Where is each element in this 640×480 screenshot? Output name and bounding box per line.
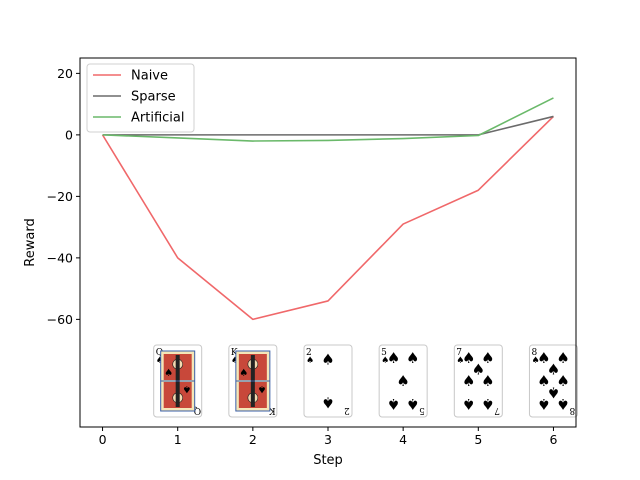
y-tick-label: 0 xyxy=(65,127,73,142)
card-pip: ♠ xyxy=(556,395,569,413)
card-pip: ♠ xyxy=(547,360,560,378)
card-pip: ♠ xyxy=(556,349,569,367)
card-rank: K xyxy=(231,348,238,358)
card-face xyxy=(303,344,353,418)
card-suit: ♠ xyxy=(156,356,164,366)
card-rank: 8 xyxy=(531,348,537,358)
card-pip: ♠ xyxy=(321,350,334,368)
card-face xyxy=(528,344,578,418)
playing-card: 7♠7♠ ♠♠♠ ♠♠ ♠ xyxy=(453,344,503,418)
card-pip: ♠ xyxy=(481,395,494,413)
plot-area: Q♠Q♠♠K♠K♠♠2♠2♠♠5♠5♠ ♠♠♠ ♠7♠7♠ ♠♠♠ ♠♠ ♠8♠8♠ ♠♠♠… xyxy=(47,57,578,447)
y-tick-label: −60 xyxy=(47,312,73,327)
y-axis-label: Reward xyxy=(23,218,38,266)
card-face xyxy=(453,344,503,418)
playing-card: 5♠5♠ ♠♠♠ ♠ xyxy=(378,344,428,418)
card-pip: ♠ xyxy=(462,372,475,390)
card-images: Q♠Q♠♠K♠K♠♠2♠2♠♠5♠5♠ ♠♠♠ ♠7♠7♠ ♠♠♠ ♠♠ ♠8♠8♠ ♠♠♠… xyxy=(153,344,578,418)
y-tick-label: 20 xyxy=(57,66,73,81)
legend-label: Artificial xyxy=(131,111,184,126)
card-pip: ♠ xyxy=(396,372,409,390)
legend-label: Naive xyxy=(131,69,168,84)
playing-card: 8♠8♠ ♠♠♠ ♠♠♠ ♠ xyxy=(528,344,578,418)
x-tick-label: 1 xyxy=(174,432,182,447)
card-pip: ♠ xyxy=(182,383,191,394)
card-rank: 2 xyxy=(306,348,312,358)
card-rank: 8 xyxy=(569,405,575,415)
y-tick-label: −40 xyxy=(47,250,73,265)
card-pip: ♠ xyxy=(462,395,475,413)
x-tick-label: 2 xyxy=(249,432,257,447)
y-tick-label: −20 xyxy=(47,189,73,204)
card-suit: ♠ xyxy=(231,356,239,366)
card-rank: 2 xyxy=(344,405,350,415)
playing-card: 2♠2♠♠ xyxy=(303,344,353,418)
card-suit: ♠ xyxy=(456,356,464,366)
card-rank: 7 xyxy=(456,348,462,358)
x-axis-label: Step xyxy=(313,453,343,468)
card-pip: ♠ xyxy=(387,395,400,413)
card-pip: ♠ xyxy=(481,349,494,367)
series-line-naive xyxy=(101,115,555,321)
card-pip: ♠ xyxy=(537,349,550,367)
card-pip: ♠ xyxy=(257,383,266,394)
playing-card: K♠K♠♠ xyxy=(228,344,278,418)
card-rank: 7 xyxy=(494,405,500,415)
card-pip: ♠ xyxy=(556,372,569,390)
x-tick-label: 4 xyxy=(399,432,407,447)
card-pip: ♠ xyxy=(547,384,560,402)
card-pip: ♠ xyxy=(472,360,485,378)
card-pip: ♠ xyxy=(462,349,475,367)
card-rank: K xyxy=(269,405,276,415)
card-rank: 5 xyxy=(419,405,425,415)
card-pip: ♠ xyxy=(537,372,550,390)
card-rank: Q xyxy=(194,405,201,415)
legend-label: Sparse xyxy=(131,90,176,105)
card-rank: Q xyxy=(156,348,163,358)
legend: Naive Sparse Artificial xyxy=(86,63,195,133)
card-pip: ♠ xyxy=(387,349,400,367)
x-tick-label: 6 xyxy=(549,432,557,447)
card-pip: ♠ xyxy=(321,394,334,412)
card-suit: ♠ xyxy=(531,356,539,366)
x-tick-label: 3 xyxy=(324,432,332,447)
series-line-artificial xyxy=(102,97,554,142)
playing-card: Q♠Q♠♠ xyxy=(153,344,203,418)
x-tick-label: 0 xyxy=(99,432,107,447)
x-tick-label: 5 xyxy=(474,432,482,447)
card-rank: 5 xyxy=(381,348,387,358)
card-pip: ♠ xyxy=(481,372,494,390)
card-pip: ♠ xyxy=(239,368,248,379)
card-pip: ♠ xyxy=(406,395,419,413)
card-pip: ♠ xyxy=(164,368,173,379)
card-pip: ♠ xyxy=(406,349,419,367)
legend-box xyxy=(86,63,195,133)
card-pip: ♠ xyxy=(537,395,550,413)
card-suit: ♠ xyxy=(306,356,314,366)
card-suit: ♠ xyxy=(381,356,389,366)
card-face xyxy=(378,344,428,418)
